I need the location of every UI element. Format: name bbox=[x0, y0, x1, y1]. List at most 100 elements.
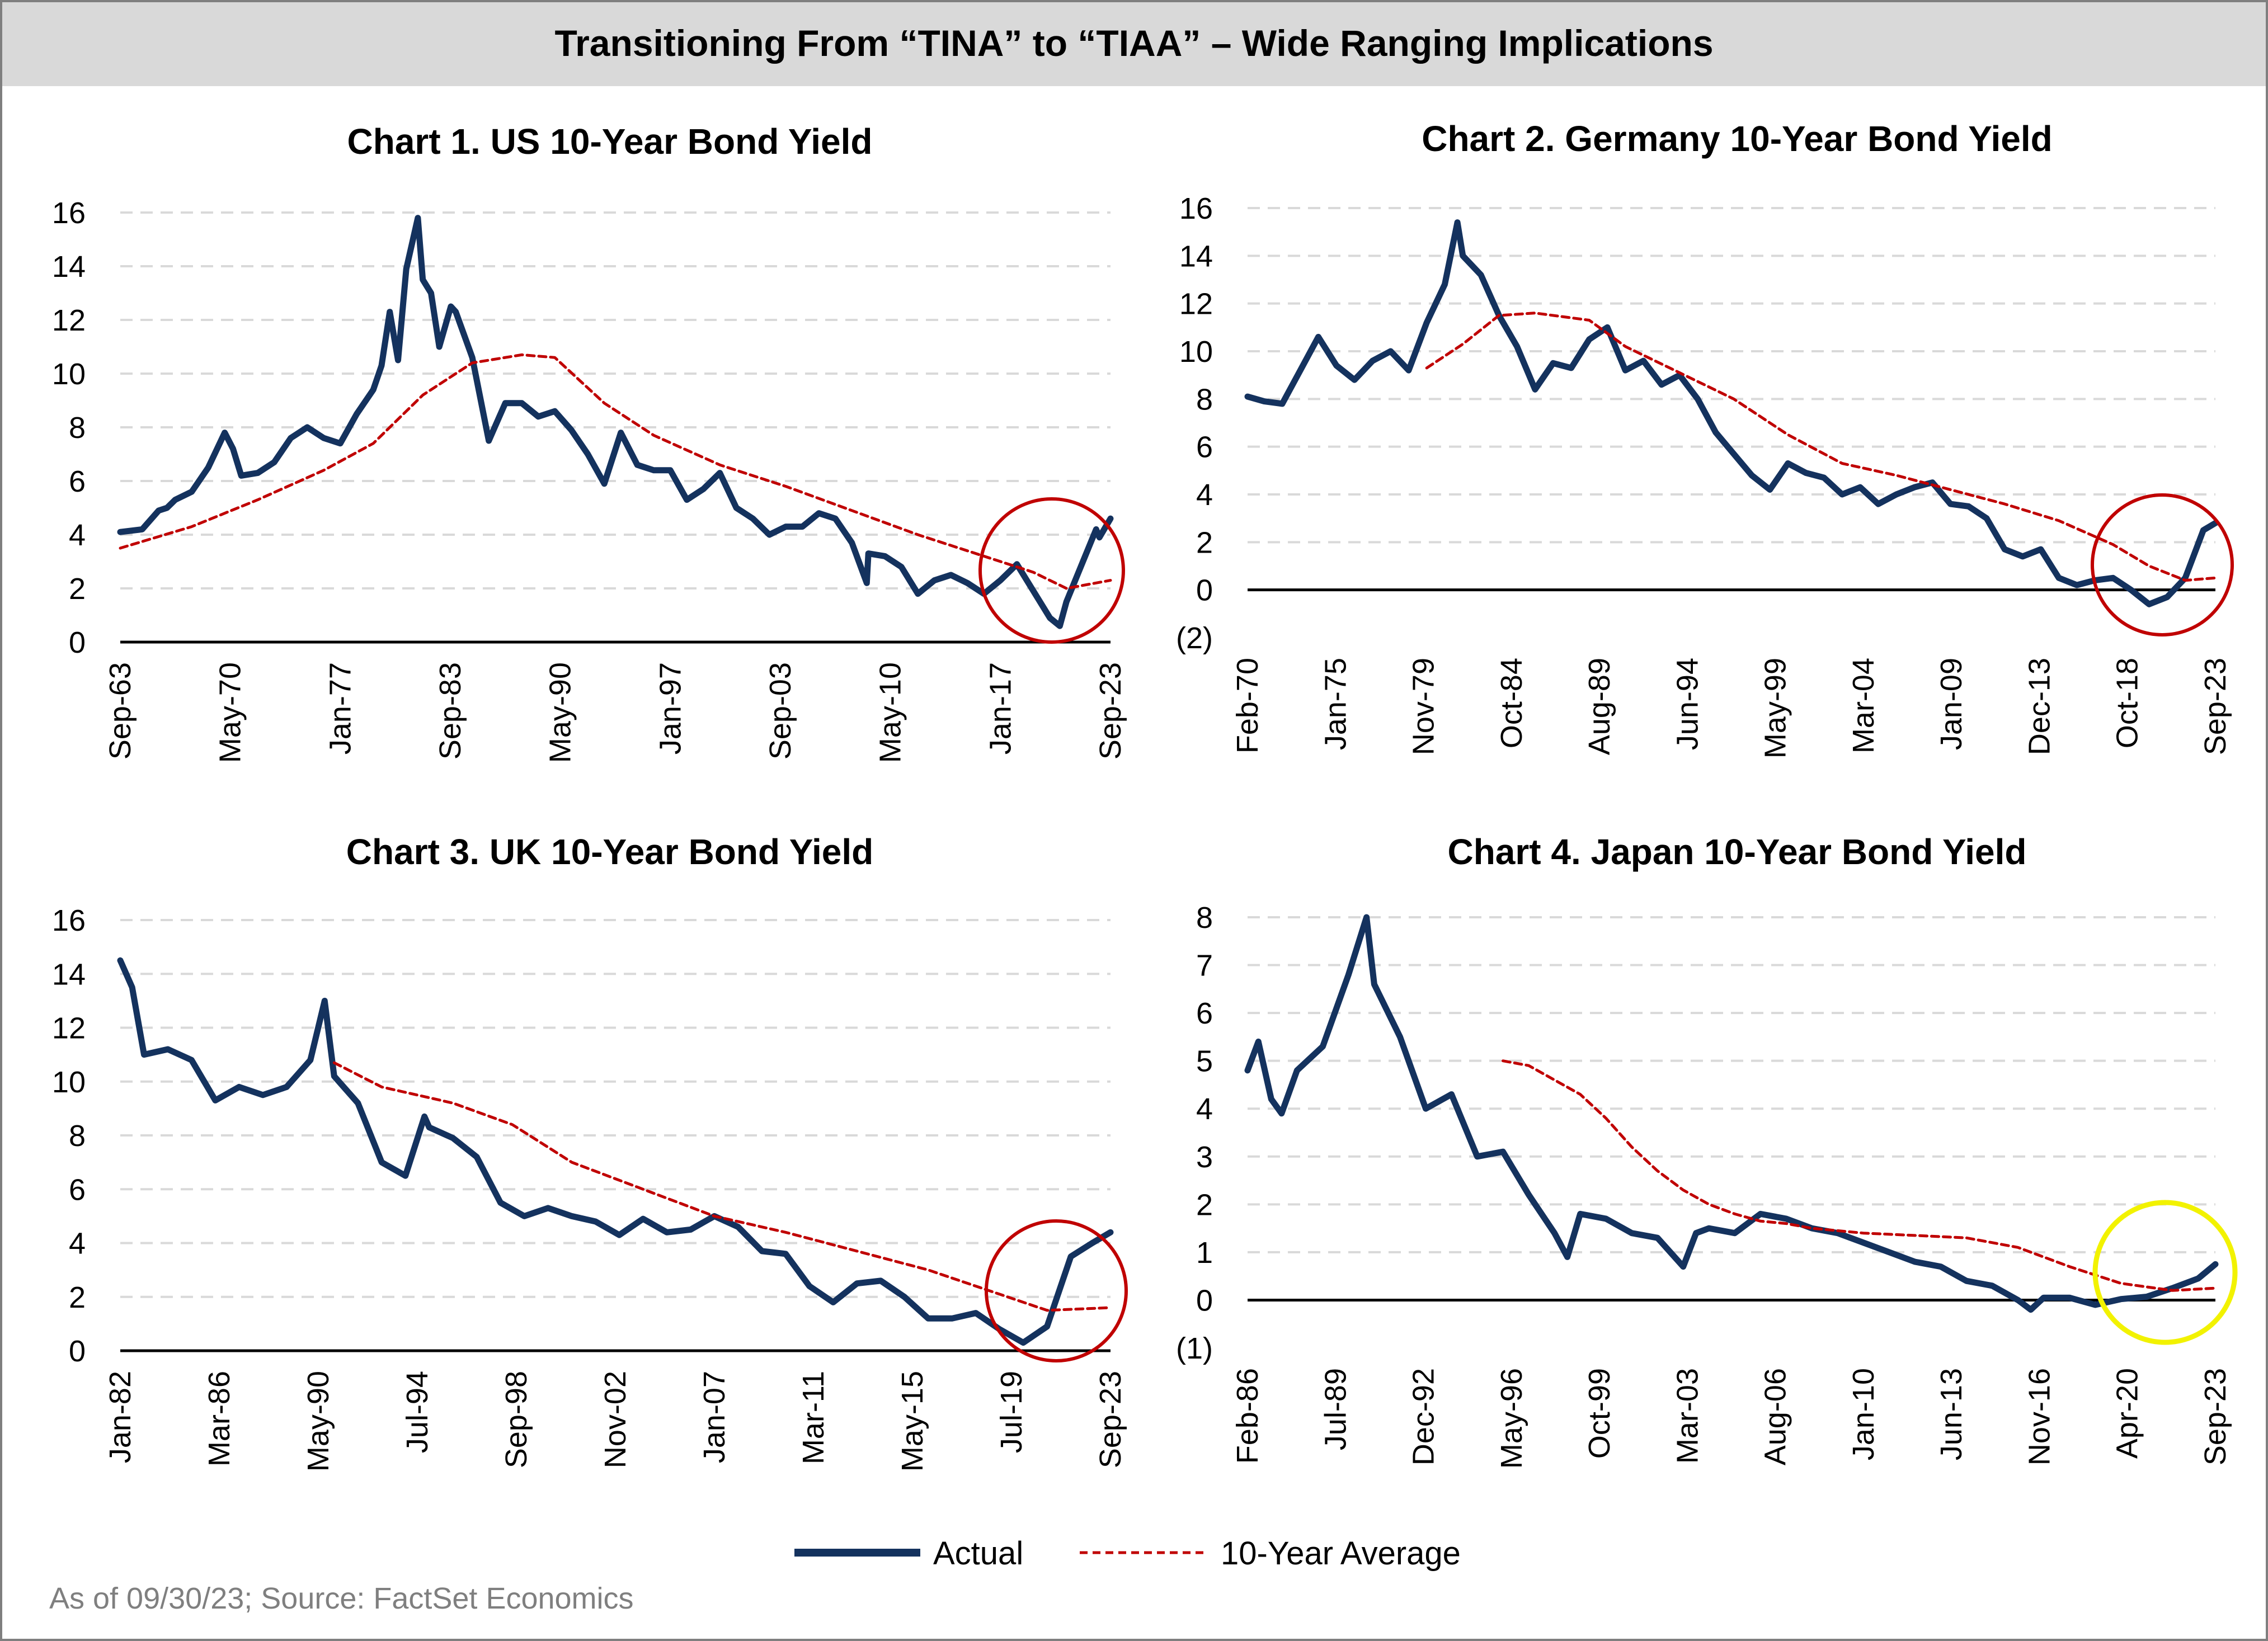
y-tick-label: 4 bbox=[1196, 478, 1213, 512]
y-tick-label: (1) bbox=[1176, 1332, 1213, 1365]
x-tick-label: Jul-19 bbox=[995, 1371, 1028, 1453]
x-tick-label: Jan-07 bbox=[698, 1371, 731, 1463]
y-tick-label: 2 bbox=[1196, 526, 1213, 559]
y-tick-label: 3 bbox=[1196, 1140, 1213, 1174]
series-10-year-average-line bbox=[1502, 1059, 2217, 1292]
chart-title: Chart 1. US 10-Year Bond Yield bbox=[347, 121, 873, 162]
y-tick-label: 12 bbox=[1179, 287, 1213, 321]
y-tick-label: 7 bbox=[1196, 949, 1213, 983]
x-tick-label: Sep-83 bbox=[434, 662, 467, 760]
y-tick-label: 14 bbox=[52, 250, 86, 284]
x-tick-label: Nov-79 bbox=[1407, 658, 1441, 755]
y-tick-label: 10 bbox=[1179, 335, 1213, 369]
page-title: Transitioning From “TINA” to “TIAA” – Wi… bbox=[554, 22, 1713, 64]
x-tick-label: Jul-94 bbox=[401, 1371, 434, 1453]
legend-average-label: 10-Year Average bbox=[1221, 1535, 1461, 1572]
chart-title: Chart 4. Japan 10-Year Bond Yield bbox=[1447, 832, 2026, 872]
y-tick-label: 12 bbox=[52, 304, 86, 337]
y-tick-label: 6 bbox=[1196, 431, 1213, 464]
x-tick-label: Oct-84 bbox=[1495, 658, 1528, 748]
x-tick-label: Dec-92 bbox=[1407, 1368, 1441, 1465]
y-tick-label: 4 bbox=[69, 518, 86, 552]
y-tick-label: 0 bbox=[69, 1335, 86, 1368]
y-tick-label: 6 bbox=[69, 1173, 86, 1206]
highlight-circle bbox=[2091, 493, 2234, 636]
x-tick-label: Feb-86 bbox=[1231, 1368, 1264, 1464]
source-note: As of 09/30/23; Source: FactSet Economic… bbox=[49, 1582, 634, 1615]
x-tick-label: Sep-63 bbox=[103, 662, 137, 760]
y-tick-label: 8 bbox=[69, 411, 86, 445]
x-tick-label: Jun-13 bbox=[1935, 1368, 1968, 1460]
series-actual-line bbox=[1244, 914, 2219, 1313]
y-tick-label: 6 bbox=[1196, 997, 1213, 1030]
highlight-circle bbox=[978, 497, 1125, 644]
y-tick-label: 4 bbox=[69, 1227, 86, 1261]
x-tick-label: Mar-03 bbox=[1671, 1368, 1704, 1464]
x-tick-label: May-90 bbox=[302, 1371, 335, 1472]
x-tick-label: Nov-02 bbox=[599, 1371, 632, 1468]
y-tick-label: 2 bbox=[69, 572, 86, 606]
x-tick-label: Sep-23 bbox=[2199, 658, 2232, 755]
x-tick-label: Mar-11 bbox=[797, 1371, 830, 1464]
y-tick-label: 16 bbox=[52, 196, 86, 230]
y-tick-label: 16 bbox=[52, 904, 86, 937]
y-tick-label: 4 bbox=[1196, 1092, 1213, 1126]
y-tick-label: 0 bbox=[1196, 1284, 1213, 1317]
y-tick-label: 6 bbox=[69, 465, 86, 498]
x-tick-label: Jan-10 bbox=[1847, 1368, 1880, 1460]
highlight-circle bbox=[2092, 1200, 2238, 1345]
chart-panel-3: Chart 3. UK 10-Year Bond Yield 0 2 4 6 8 10 12 1… bbox=[52, 832, 1128, 1472]
y-tick-label: 14 bbox=[1179, 239, 1213, 273]
x-tick-label: Oct-18 bbox=[2111, 658, 2144, 748]
x-tick-label: Mar-04 bbox=[1847, 658, 1880, 753]
series-10-year-average-line bbox=[1425, 312, 2217, 582]
y-tick-label: 2 bbox=[1196, 1188, 1213, 1222]
x-tick-label: Jan-75 bbox=[1319, 658, 1352, 750]
y-tick-label: (2) bbox=[1176, 621, 1213, 655]
series-actual-line bbox=[117, 957, 1114, 1346]
x-tick-label: Apr-20 bbox=[2111, 1368, 2144, 1459]
x-tick-label: Sep-23 bbox=[1094, 1371, 1127, 1468]
x-tick-label: Sep-03 bbox=[764, 662, 797, 760]
series-10-year-average-line bbox=[119, 353, 1112, 590]
x-tick-label: Nov-16 bbox=[2022, 1368, 2056, 1465]
x-tick-label: Aug-06 bbox=[1759, 1368, 1792, 1465]
x-tick-label: Sep-98 bbox=[500, 1371, 533, 1468]
legend: Actual 10-Year Average bbox=[794, 1535, 1461, 1572]
y-tick-label: 10 bbox=[52, 357, 86, 391]
x-tick-label: Oct-99 bbox=[1583, 1368, 1616, 1459]
x-tick-label: Sep-23 bbox=[2199, 1368, 2232, 1465]
series-actual-line bbox=[1244, 219, 2219, 607]
chart-title: Chart 3. UK 10-Year Bond Yield bbox=[346, 832, 874, 872]
x-tick-label: May-10 bbox=[874, 662, 907, 763]
chart-panel-4: Chart 4. Japan 10-Year Bond Yield (1) 0 1 2 3… bbox=[1176, 832, 2238, 1469]
x-tick-label: May-90 bbox=[544, 662, 577, 763]
x-tick-label: Jan-97 bbox=[653, 662, 687, 755]
y-tick-label: 8 bbox=[1196, 901, 1213, 935]
chart-panel-2: Chart 2. Germany 10-Year Bond Yield (2) 0 2… bbox=[1176, 119, 2234, 758]
y-tick-label: 0 bbox=[69, 626, 86, 659]
chart-title: Chart 2. Germany 10-Year Bond Yield bbox=[1422, 119, 2053, 159]
series-actual-line bbox=[117, 215, 1114, 629]
x-tick-label: Aug-89 bbox=[1583, 658, 1616, 755]
x-tick-label: May-96 bbox=[1495, 1368, 1528, 1469]
y-tick-label: 12 bbox=[52, 1012, 86, 1045]
x-tick-label: Dec-13 bbox=[2022, 658, 2056, 755]
x-tick-label: May-70 bbox=[214, 662, 247, 763]
y-tick-label: 8 bbox=[1196, 383, 1213, 416]
x-tick-label: Jan-09 bbox=[1935, 658, 1968, 750]
y-tick-label: 1 bbox=[1196, 1236, 1213, 1270]
y-tick-label: 16 bbox=[1179, 192, 1213, 225]
y-tick-label: 0 bbox=[1196, 574, 1213, 607]
x-tick-label: Feb-70 bbox=[1231, 658, 1264, 753]
y-tick-label: 14 bbox=[52, 958, 86, 991]
series-10-year-average-line bbox=[332, 1061, 1112, 1312]
x-tick-label: Jan-17 bbox=[984, 662, 1017, 755]
x-tick-label: Sep-23 bbox=[1094, 662, 1127, 760]
x-tick-label: Mar-86 bbox=[203, 1371, 236, 1466]
y-tick-label: 10 bbox=[52, 1065, 86, 1099]
header-bar bbox=[2, 2, 2266, 86]
y-tick-label: 2 bbox=[69, 1281, 86, 1314]
x-tick-label: May-99 bbox=[1759, 658, 1792, 758]
